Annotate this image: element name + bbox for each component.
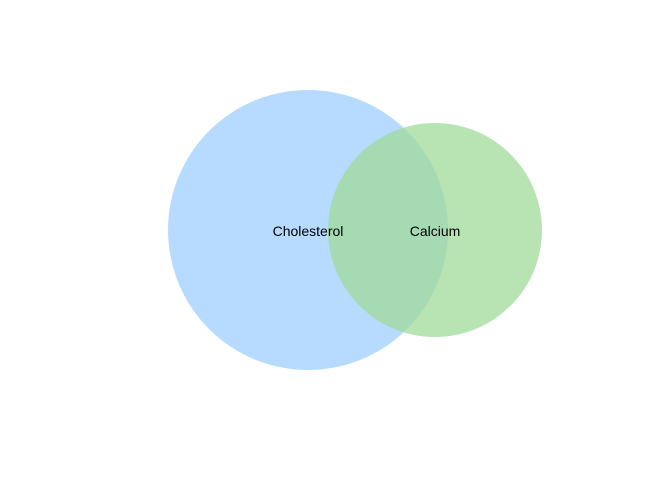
calcium-circle [328, 123, 542, 337]
cholesterol-label: Cholesterol [273, 223, 344, 239]
calcium-label: Calcium [410, 223, 461, 239]
